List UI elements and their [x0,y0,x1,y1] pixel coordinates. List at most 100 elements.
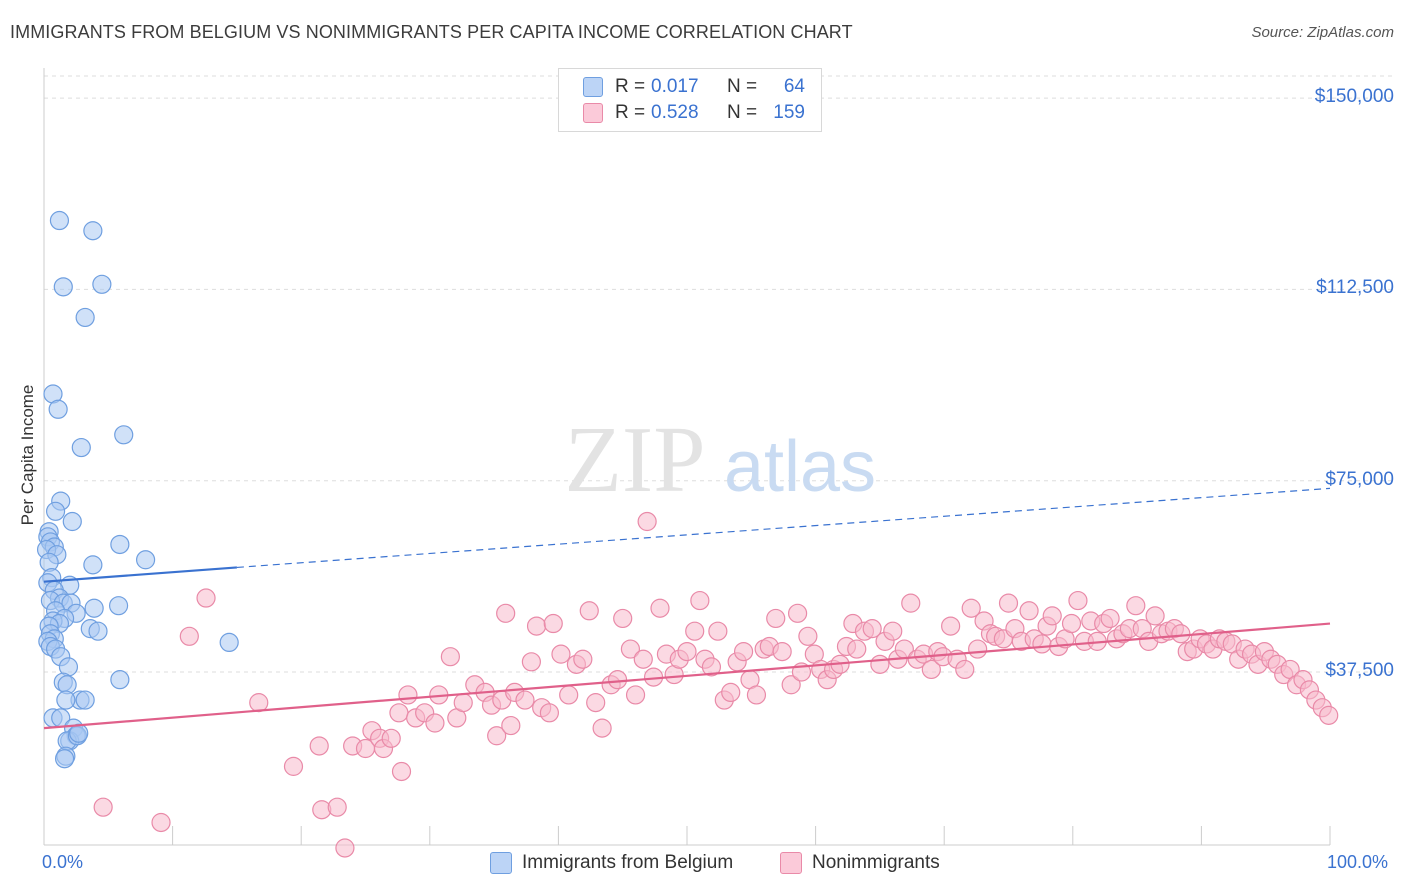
nonimmigrant-point-88 [862,619,882,639]
correlation-legend: R = 0.017 N = 64 R = 0.528 N = 159 [558,68,822,132]
nonimmigrant-point-1 [151,812,171,833]
nonimmigrant-point-63 [701,657,722,677]
legend-n-label: N = [727,76,758,97]
nonimmigrant-point-125 [1100,608,1120,629]
nonimmigrant-point-15 [381,728,401,748]
series-legend-belgium: Immigrants from Belgium [490,852,733,874]
nonimmigrant-point-44 [579,601,599,621]
nonimmigrant-point-159 [1319,705,1339,725]
nonimmigrant-point-17 [391,761,412,782]
nonimmigrant-point-61 [690,590,710,611]
series-swatch-nonimmigrants [780,852,802,874]
series-legend-nonimmigrants: Nonimmigrants [780,852,940,874]
series-label-nonimmigrants: Nonimmigrants [812,852,940,873]
nonimmigrant-point-66 [721,682,741,703]
nonimmigrant-point-132 [1145,606,1165,626]
belgium-point-50 [110,670,130,690]
nonimmigrant-point-116 [1042,606,1062,626]
nonimmigrant-point-76 [787,603,808,623]
belgium-point-3 [92,274,112,294]
nonimmigrant-point-3 [196,588,216,608]
nonimmigrant-point-78 [798,626,818,646]
legend-r-value-nonimmigrants: 0.528 [651,102,699,123]
nonimmigrant-point-16 [389,703,409,723]
belgium-point-20 [83,555,103,575]
nonimmigrant-point-40 [551,644,571,664]
legend-r-label: R = [615,102,646,123]
series-swatch-belgium [490,852,512,874]
belgium-point-52 [75,690,95,710]
y-tick-label-0: $37,500 [1325,660,1394,681]
belgium-point-11 [62,511,82,532]
legend-n-label: N = [727,102,758,123]
nonimmigrant-point-64 [708,621,728,641]
nonimmigrant-point-21 [425,713,445,733]
nonimmigrant-point-5 [283,756,304,776]
belgium-point-17 [110,534,130,555]
belgium-point-1 [83,221,103,241]
nonimmigrant-point-48 [607,670,628,690]
nonimmigrant-point-6 [309,736,329,756]
nonimmigrant-point-109 [998,593,1019,613]
legend-n-value-nonimmigrants: 159 [773,102,805,123]
y-tick-label-1: $75,000 [1325,468,1394,490]
belgium-point-6 [48,399,68,419]
nonimmigrant-point-74 [772,641,792,662]
nonimmigrant-point-52 [633,649,653,669]
nonimmigrant-trend-line [43,622,1331,730]
nonimmigrant-point-75 [781,675,801,695]
belgium-point-32 [84,598,104,618]
nonimmigrant-point-38 [539,703,559,723]
nonimmigrant-point-100 [941,616,961,636]
belgium-point-10 [45,501,66,521]
legend-row-nonimmigrants: R = 0.528 N = 159 [583,101,805,125]
points [36,210,1339,858]
nonimmigrant-point-53 [637,511,657,532]
axes [43,68,1331,846]
nonimmigrant-point-104 [968,639,988,659]
nonimmigrant-point-97 [921,659,941,680]
nonimmigrant-point-46 [592,718,612,738]
nonimmigrant-point-50 [620,639,641,659]
watermark: ZIP atlas [565,408,877,512]
nonimmigrant-point-32 [501,715,521,736]
nonimmigrant-point-4 [249,693,269,713]
nonimmigrant-point-49 [613,608,633,629]
x-tick-label-min: 0.0% [42,852,84,872]
y-tick-label-2: $112,500 [1316,277,1394,299]
nonimmigrant-point-59 [677,641,697,662]
belgium-point-63 [69,723,89,743]
nonimmigrant-point-136 [1171,624,1191,644]
nonimmigrant-point-29 [487,726,507,746]
nonimmigrant-point-60 [685,621,705,641]
watermark-zip: ZIP [565,408,706,512]
legend-n-value-belgium: 64 [783,76,805,97]
belgium-point-30 [108,596,129,616]
nonimmigrant-point-68 [733,641,754,662]
nonimmigrant-point-41 [559,685,579,705]
nonimmigrant-point-39 [543,613,563,634]
nonimmigrant-point-31 [496,603,516,623]
nonimmigrant-point-0 [93,797,113,817]
nonimmigrant-point-23 [440,647,460,667]
y-axis-label: Per Capita Income [18,384,37,526]
nonimmigrant-point-89 [870,654,890,674]
belgium-point-4 [75,307,95,328]
belgium-point-62 [54,749,75,769]
nonimmigrant-point-9 [335,838,355,858]
nonimmigrant-point-94 [901,593,921,613]
nonimmigrant-point-70 [746,685,767,705]
legend-r-value-belgium: 0.017 [651,76,699,97]
nonimmigrant-point-129 [1126,596,1146,616]
source-label: Source: ZipAtlas.com [1251,24,1394,41]
legend-swatch-belgium [583,77,603,97]
nonimmigrant-point-51 [625,685,646,705]
nonimmigrant-point-45 [586,693,606,713]
nonimmigrant-point-120 [1068,590,1088,611]
nonimmigrant-point-86 [847,639,867,659]
chart-title: IMMIGRANTS FROM BELGIUM VS NONIMMIGRANTS… [10,22,853,42]
legend-row-belgium: R = 0.017 N = 64 [583,75,805,99]
nonimmigrant-point-36 [526,616,547,636]
trend-lines [43,487,1331,730]
